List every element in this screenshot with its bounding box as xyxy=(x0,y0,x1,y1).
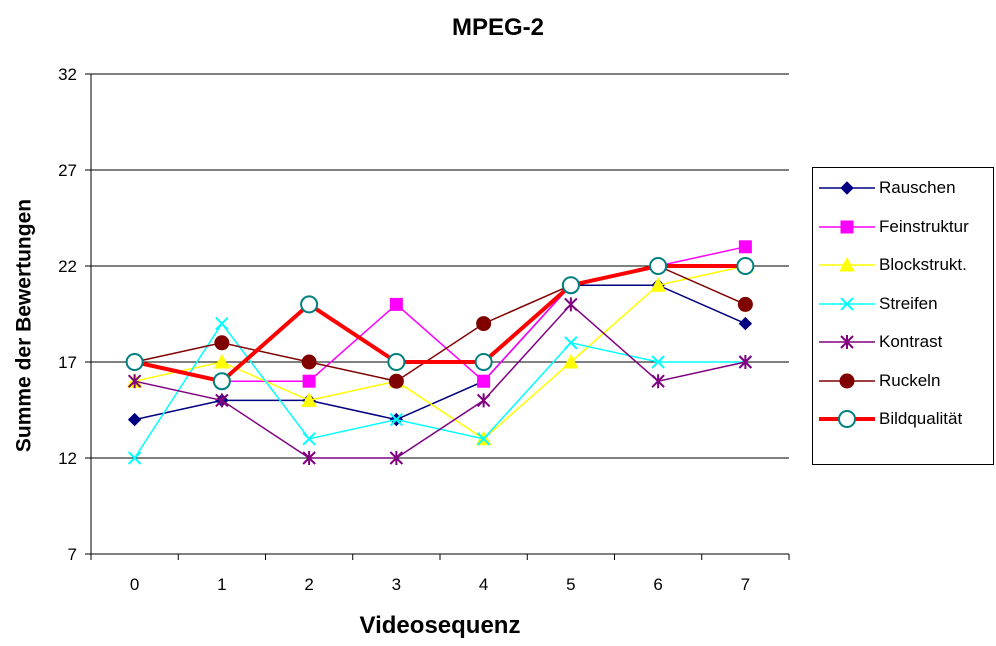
data-point xyxy=(737,296,753,312)
data-point xyxy=(564,297,578,312)
legend-item: Blockstrukt. xyxy=(813,253,993,277)
legend-marker xyxy=(839,256,855,272)
legend-marker xyxy=(840,220,854,233)
data-point xyxy=(476,316,492,332)
x-tick-label: 1 xyxy=(217,575,226,594)
legend-label: Ruckeln xyxy=(879,370,941,390)
data-point xyxy=(650,277,666,292)
data-point xyxy=(564,336,578,350)
chart-title: MPEG-2 xyxy=(451,14,544,41)
data-point xyxy=(125,353,144,371)
data-point xyxy=(563,353,579,369)
legend-label: Bildqualität xyxy=(879,409,963,428)
data-point xyxy=(476,432,491,446)
data-point xyxy=(651,374,665,389)
data-point xyxy=(215,316,229,331)
data-point xyxy=(649,257,668,275)
series-bildqualit-t xyxy=(125,257,755,391)
x-tick-label: 0 xyxy=(130,575,139,594)
y-tick-label: 17 xyxy=(58,353,77,372)
data-point xyxy=(474,353,493,371)
data-point xyxy=(389,451,404,465)
legend: Rauschen Feinstruktur Blockstrukt. Streifen… xyxy=(812,167,994,465)
legend-marker xyxy=(840,335,854,349)
legend-label: Rauschen xyxy=(879,178,956,197)
legend-marker xyxy=(840,296,854,311)
legend-item: Ruckeln xyxy=(813,369,993,393)
data-point xyxy=(127,412,142,427)
y-tick-label: 27 xyxy=(58,161,77,180)
data-point xyxy=(651,355,665,369)
data-point xyxy=(212,372,231,391)
y-tick-label: 12 xyxy=(58,449,77,468)
legend-label: Blockstrukt. xyxy=(879,255,967,274)
legend-swatch xyxy=(819,181,875,195)
series-kontrast xyxy=(127,297,753,465)
y-tick-label: 22 xyxy=(58,257,77,276)
y-axis-label: Summe der Bewertungen xyxy=(12,198,36,453)
x-tick-label: 5 xyxy=(566,575,575,594)
legend-marker xyxy=(840,181,854,195)
legend-swatch xyxy=(819,410,875,428)
x-tick-label: 3 xyxy=(392,575,401,594)
y-tick-label: 32 xyxy=(58,65,77,84)
data-point xyxy=(214,353,230,369)
data-point xyxy=(300,295,319,314)
series-line xyxy=(134,303,746,459)
legend-label: Feinstruktur xyxy=(879,216,969,236)
legend-label: Kontrast xyxy=(879,332,943,351)
legend-item: Rauschen xyxy=(813,176,993,200)
data-point xyxy=(476,393,491,408)
x-tick-label: 4 xyxy=(479,575,488,594)
legend-item: Feinstruktur xyxy=(813,215,993,239)
y-tick-label: 7 xyxy=(68,545,77,564)
legend-item: Kontrast xyxy=(813,330,993,354)
legend-marker xyxy=(838,410,856,428)
data-point xyxy=(738,240,752,254)
data-point xyxy=(127,374,142,389)
data-point xyxy=(561,276,580,295)
legend-label: Streifen xyxy=(879,293,938,313)
legend-swatch xyxy=(819,220,875,233)
legend-item: Bildqualität xyxy=(813,407,993,431)
data-point xyxy=(302,432,316,446)
legend-swatch xyxy=(819,335,875,349)
legend-swatch xyxy=(819,296,875,311)
data-point xyxy=(736,257,755,275)
legend-swatch xyxy=(819,373,875,388)
x-tick-label: 6 xyxy=(653,575,662,594)
data-point xyxy=(389,297,403,311)
data-point xyxy=(301,354,317,370)
x-tick-label: 2 xyxy=(304,575,313,594)
legend-swatch xyxy=(819,256,875,272)
data-point xyxy=(214,335,230,351)
data-point xyxy=(388,373,404,389)
data-point xyxy=(302,451,316,465)
data-point xyxy=(215,393,229,408)
data-point xyxy=(302,374,316,388)
x-axis-label: Videosequenz xyxy=(359,612,521,639)
data-point xyxy=(301,392,317,407)
x-tick-label: 7 xyxy=(741,575,750,594)
legend-marker xyxy=(839,373,855,388)
data-point xyxy=(738,355,753,369)
data-point xyxy=(387,353,406,371)
data-point xyxy=(738,316,753,331)
series-line xyxy=(134,264,746,384)
series-line xyxy=(134,284,746,421)
legend-item: Streifen xyxy=(813,292,993,316)
data-point xyxy=(127,451,142,465)
data-point xyxy=(389,412,404,427)
data-point xyxy=(477,374,491,388)
